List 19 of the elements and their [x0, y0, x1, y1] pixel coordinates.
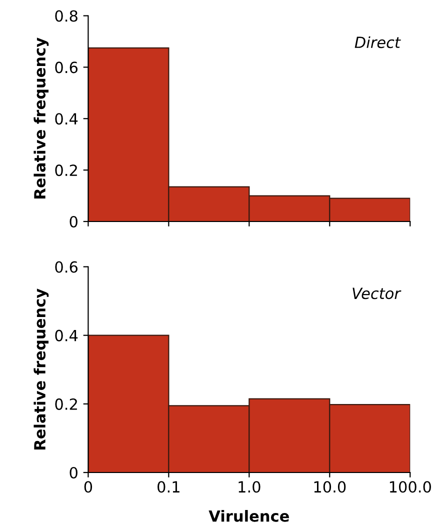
text: 0.1 — [158, 481, 180, 493]
annotation: Direct — [354, 36, 401, 48]
y-tick-label: 0 — [70, 216, 78, 228]
text: 1.0 — [238, 481, 260, 493]
text: 100.0 — [390, 481, 431, 493]
x-axis-title: Virulence — [208, 510, 289, 522]
y-tick-label: 0.4 — [55, 113, 78, 125]
y-tick-label: 0 — [70, 466, 78, 479]
y-tick-label: 0.8 — [55, 10, 78, 22]
y-tick-label: 0.4 — [55, 330, 78, 342]
text: 0 — [84, 481, 92, 493]
y-tick-label: 0.6 — [55, 62, 78, 74]
y-tick-label: 0.2 — [55, 398, 77, 410]
y-tick-label: 0.2 — [55, 164, 77, 176]
text: 10.0 — [314, 481, 346, 493]
y-tick-label: 0.6 — [55, 261, 78, 273]
y-axis-title: Relative frequency — [34, 38, 49, 198]
annotation: Vector — [352, 288, 402, 300]
y-axis-title: Relative frequency — [34, 288, 49, 450]
